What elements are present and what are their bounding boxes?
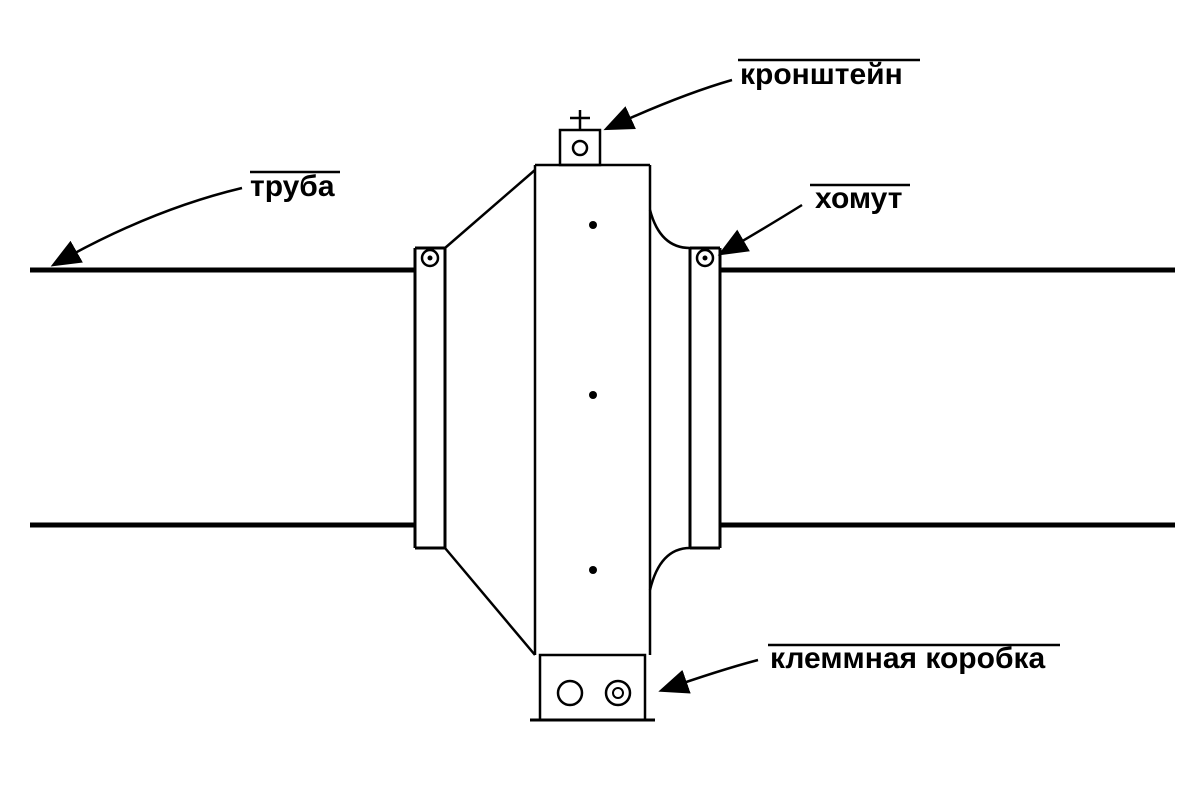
fan-housing: [445, 165, 690, 655]
clamp-right: [690, 248, 720, 548]
label-bracket: кронштейн: [740, 58, 903, 92]
label-pipe: труба: [250, 170, 335, 204]
pipe-left: [30, 270, 415, 525]
label-terminal-box: клеммная коробка: [770, 642, 1045, 676]
label-leaders: [250, 60, 1060, 645]
clamp-left: [415, 248, 445, 548]
bracket-top: [560, 110, 600, 165]
terminal-box: [530, 655, 655, 720]
diagram-canvas: [0, 0, 1200, 800]
label-clamp: хомут: [815, 182, 902, 216]
pipe-right: [720, 270, 1175, 525]
